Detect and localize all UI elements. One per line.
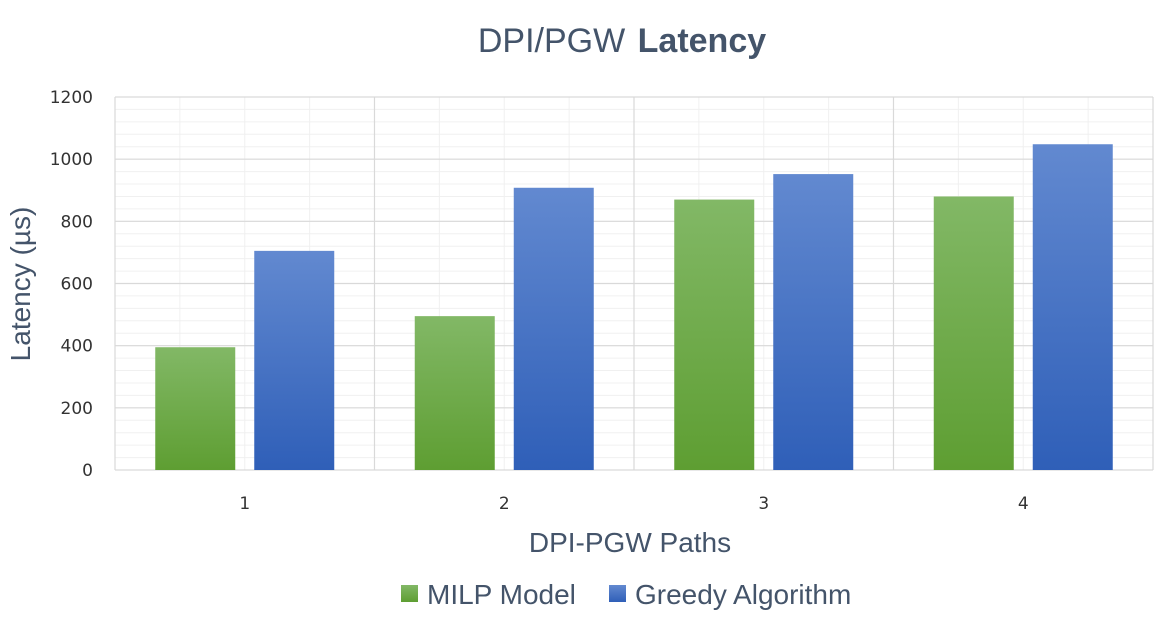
bar-greedy-algorithm-3 xyxy=(773,174,854,470)
bar-greedy-algorithm-1 xyxy=(254,250,335,470)
x-axis-label: DPI-PGW Paths xyxy=(529,527,731,558)
y-axis-ticks: 0 200 400 600 800 1000 1200 xyxy=(50,88,93,481)
y-tick-label: 200 xyxy=(61,399,93,419)
y-axis-label: Latency (µs) xyxy=(5,207,36,362)
y-tick-label: 800 xyxy=(61,212,93,232)
y-tick-label: 600 xyxy=(61,275,93,295)
y-tick-label: 0 xyxy=(82,461,93,481)
x-tick-label: 3 xyxy=(758,494,769,514)
bar-milp-model-3 xyxy=(674,199,755,470)
y-tick-label: 400 xyxy=(61,337,93,357)
bar-greedy-algorithm-4 xyxy=(1032,144,1113,470)
legend: MILP Model Greedy Algorithm xyxy=(401,579,851,610)
x-tick-label: 4 xyxy=(1018,494,1029,514)
legend-label-greedy-algorithm: Greedy Algorithm xyxy=(635,579,851,610)
x-tick-label: 1 xyxy=(239,494,250,514)
bar-milp-model-2 xyxy=(414,316,495,470)
bar-milp-model-1 xyxy=(155,347,236,470)
bar-milp-model-4 xyxy=(933,196,1014,470)
legend-swatch-greedy-algorithm xyxy=(609,585,626,602)
legend-label-milp-model: MILP Model xyxy=(427,579,576,610)
chart-title-emphasis: Latency xyxy=(638,22,767,60)
bars xyxy=(155,144,1113,470)
y-tick-label: 1200 xyxy=(50,88,93,108)
x-axis-ticks: 1 2 3 4 xyxy=(239,494,1028,514)
chart-title-main: DPI/PGW xyxy=(478,22,625,60)
x-tick-label: 2 xyxy=(499,494,510,514)
bar-greedy-algorithm-2 xyxy=(513,187,594,470)
chart-title: DPI/PGW Latency xyxy=(478,22,766,60)
legend-swatch-milp-model xyxy=(401,585,418,602)
y-tick-label: 1000 xyxy=(50,150,93,170)
